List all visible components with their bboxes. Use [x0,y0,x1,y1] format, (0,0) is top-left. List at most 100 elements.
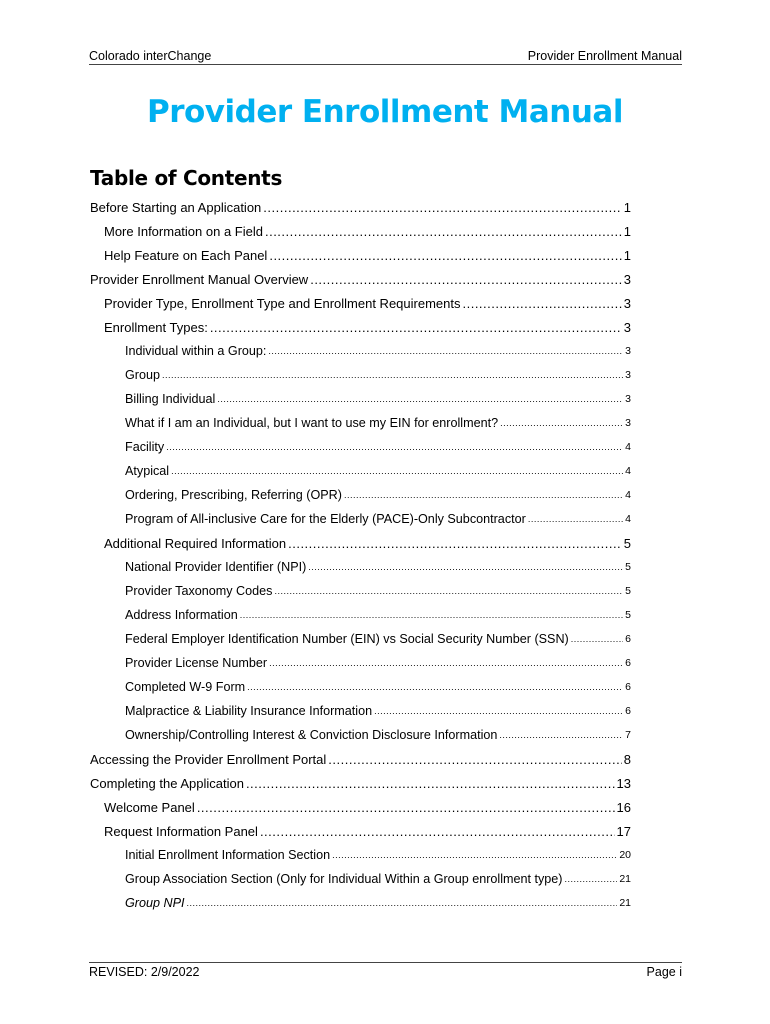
toc-entry-text: Welcome Panel [104,799,195,815]
toc-entry-text: Group Association Section (Only for Indi… [125,872,563,886]
toc-page-number: 1 [623,199,631,215]
toc-entry[interactable]: Group 3 [90,363,631,387]
toc-entry[interactable]: National Provider Identifier (NPI) 5 [90,555,631,579]
toc-entry[interactable]: Request Information Panel 17 [90,819,631,843]
toc-page-number: 17 [616,823,631,839]
toc-page-number: 3 [625,345,631,357]
toc-entry-text: Address Information [125,608,238,622]
toc-entry[interactable]: Malpractice & Liability Insurance Inform… [90,699,631,723]
toc-entry-text: What if I am an Individual, but I want t… [125,416,499,430]
toc-entry[interactable]: Ordering, Prescribing, Referring (OPR) 4 [90,483,631,507]
toc-page-number: 6 [625,705,631,717]
toc-leader-dots [344,490,623,500]
toc-entry-text: Additional Required Information [104,535,287,551]
toc-entry-text: National Provider Identifier (NPI) [125,560,307,574]
page-footer: REVISED: 2/9/2022 Page i [89,962,682,979]
toc-leader-dots [268,346,623,356]
toc-leader-dots [499,730,623,740]
toc-entry-text: Accessing the Provider Enrollment Portal [90,751,327,767]
toc-entry-text: Federal Employer Identification Number (… [125,632,569,646]
toc-entry-text: Individual within a Group: [125,344,267,358]
toc-entry[interactable]: Federal Employer Identification Number (… [90,627,631,651]
toc-leader-dots [274,586,623,596]
toc-leader-dots [166,442,623,452]
toc-entry[interactable]: Accessing the Provider Enrollment Portal… [90,747,631,771]
toc-leader-dots [528,514,623,524]
toc-page-number: 5 [623,535,631,551]
toc-leader-dots [269,248,621,263]
toc-entry[interactable]: Provider Type, Enrollment Type and Enrol… [90,291,631,315]
toc-page-number: 4 [625,441,631,453]
toc-page-number: 3 [625,417,631,429]
toc-leader-dots [162,370,623,380]
toc-entry-text: Group NPI [125,896,185,910]
toc-entry[interactable]: Before Starting an Application 1 [90,195,631,219]
toc-entry-text: Program of All-inclusive Care for the El… [125,512,526,526]
toc-entry[interactable]: Provider License Number 6 [90,651,631,675]
toc-page-number: 1 [623,223,631,239]
footer-revised: REVISED: 2/9/2022 [89,965,200,979]
toc-entry-text: Before Starting an Application [90,199,262,215]
toc-leader-dots [263,200,621,215]
toc-entry[interactable]: Group NPI 21 [90,891,631,915]
header-left: Colorado interChange [89,49,212,63]
toc-entry-text: More Information on a Field [104,223,263,239]
toc-leader-dots [571,634,623,644]
toc-entry[interactable]: Completing the Application 13 [90,771,631,795]
toc-leader-dots [308,562,623,572]
toc-entry[interactable]: Initial Enrollment Information Section 20 [90,843,631,867]
toc-entry[interactable]: Facility 4 [90,435,631,459]
toc-page-number: 4 [625,513,631,525]
toc-page-number: 5 [625,609,631,621]
toc-page-number: 21 [619,897,631,909]
toc-page-number: 20 [619,849,631,861]
toc-entry-text: Initial Enrollment Information Section [125,848,331,862]
toc-entry[interactable]: Individual within a Group: 3 [90,339,631,363]
toc-entry[interactable]: Atypical 4 [90,459,631,483]
toc-entry[interactable]: Welcome Panel 16 [90,795,631,819]
toc-leader-dots [187,898,618,908]
header-right: Provider Enrollment Manual [527,49,682,63]
toc-leader-dots [240,610,623,620]
toc-page-number: 21 [619,873,631,885]
toc-leader-dots [328,752,621,767]
toc-page-number: 3 [625,369,631,381]
toc-leader-dots [210,320,622,335]
toc-page-number: 16 [616,799,631,815]
toc-entry[interactable]: Group Association Section (Only for Indi… [90,867,631,891]
toc-entry[interactable]: Billing Individual 3 [90,387,631,411]
toc-entry-text: Facility [125,440,165,454]
toc-heading: Table of Contents [90,166,283,190]
toc-leader-dots [217,394,623,404]
toc-entry[interactable]: Provider Enrollment Manual Overview 3 [90,267,631,291]
toc-entry[interactable]: What if I am an Individual, but I want t… [90,411,631,435]
toc-page-number: 3 [623,319,631,335]
toc-entry[interactable]: Enrollment Types: 3 [90,315,631,339]
toc-entry[interactable]: Provider Taxonomy Codes 5 [90,579,631,603]
toc-leader-dots [565,874,618,884]
toc-leader-dots [260,824,615,839]
toc-leader-dots [310,272,622,287]
toc-leader-dots [246,776,615,791]
toc-entry-text: Help Feature on Each Panel [104,247,268,263]
toc-entry[interactable]: Additional Required Information 5 [90,531,631,555]
toc-entry[interactable]: Help Feature on Each Panel 1 [90,243,631,267]
toc-page-number: 13 [616,775,631,791]
toc-page-number: 3 [623,295,631,311]
toc-entry[interactable]: Completed W-9 Form 6 [90,675,631,699]
toc-entry-text: Provider Taxonomy Codes [125,584,273,598]
toc-entry-text: Provider Enrollment Manual Overview [90,271,309,287]
toc-leader-dots [265,224,622,239]
toc-leader-dots [171,466,623,476]
page-header: Colorado interChange Provider Enrollment… [89,45,682,65]
toc-entry[interactable]: Ownership/Controlling Interest & Convict… [90,723,631,747]
toc-entry[interactable]: More Information on a Field 1 [90,219,631,243]
toc-entry[interactable]: Address Information 5 [90,603,631,627]
toc-entry-text: Ordering, Prescribing, Referring (OPR) [125,488,342,502]
toc-entry-text: Malpractice & Liability Insurance Inform… [125,704,373,718]
toc-page-number: 5 [625,585,631,597]
toc-leader-dots [247,682,623,692]
toc-entry[interactable]: Program of All-inclusive Care for the El… [90,507,631,531]
toc-leader-dots [332,850,617,860]
toc-entry-text: Completed W-9 Form [125,680,246,694]
